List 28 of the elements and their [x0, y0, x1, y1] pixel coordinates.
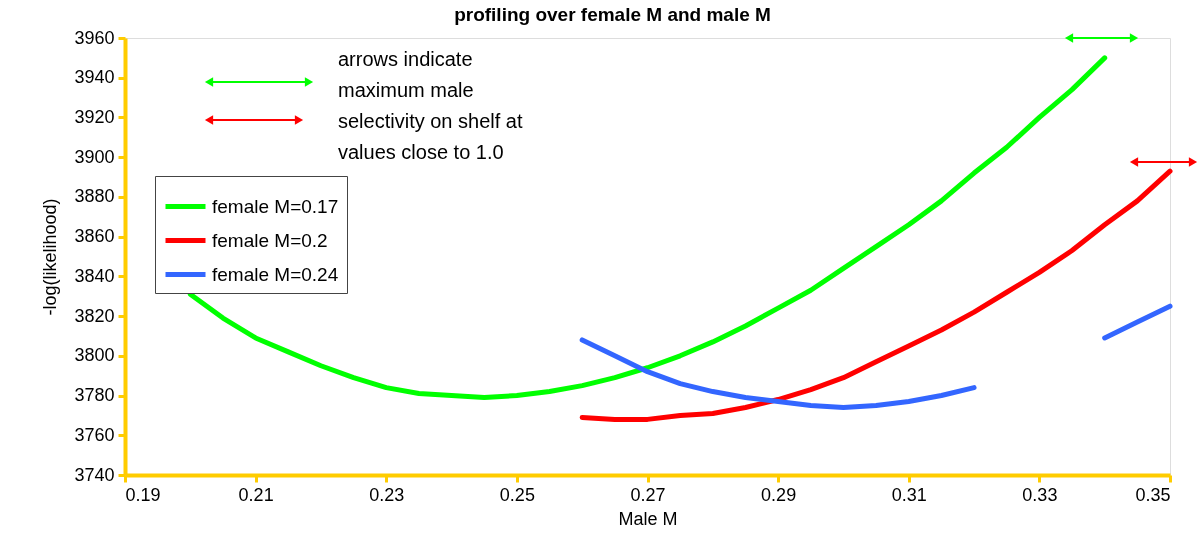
annotation: arrows indicate maximum male selectivity on shelf at values close to 1.0 [338, 48, 523, 163]
y-tick-label: 3760 [74, 424, 115, 445]
x-tick-label: 0.23 [369, 484, 405, 505]
x-tick-label: 0.19 [125, 484, 161, 505]
legend-label: female M=0.17 [212, 195, 339, 217]
y-tick-label: 3820 [74, 305, 115, 326]
x-tick-label: 0.31 [891, 484, 927, 505]
y-tick-label: 3780 [74, 385, 115, 406]
y-tick-label: 3900 [74, 146, 115, 167]
x-tick-label: 0.25 [499, 484, 535, 505]
y-tick-label: 3920 [74, 106, 115, 127]
x-tick-label: 0.21 [238, 484, 274, 505]
y-tick-label: 3940 [74, 67, 115, 88]
y-tick-label: 3740 [74, 464, 115, 485]
y-tick-label: 3860 [74, 226, 115, 247]
x-tick-label: 0.33 [1022, 484, 1058, 505]
chart-title: profiling over female M and male M [454, 4, 771, 25]
y-axis-title: -log(likelihood) [40, 198, 61, 316]
legend-label: female M=0.24 [212, 263, 339, 285]
x-axis-title: Male M [618, 508, 678, 529]
x-tick-label: 0.35 [1135, 484, 1171, 505]
y-tick-label: 3840 [74, 265, 115, 286]
y-tick-label: 3960 [74, 27, 115, 48]
y-tick-label: 3800 [74, 345, 115, 366]
y-tick-label: 3880 [74, 186, 115, 207]
x-tick-label: 0.29 [761, 484, 797, 505]
legend-label: female M=0.2 [212, 229, 328, 251]
x-tick-label: 0.27 [630, 484, 666, 505]
